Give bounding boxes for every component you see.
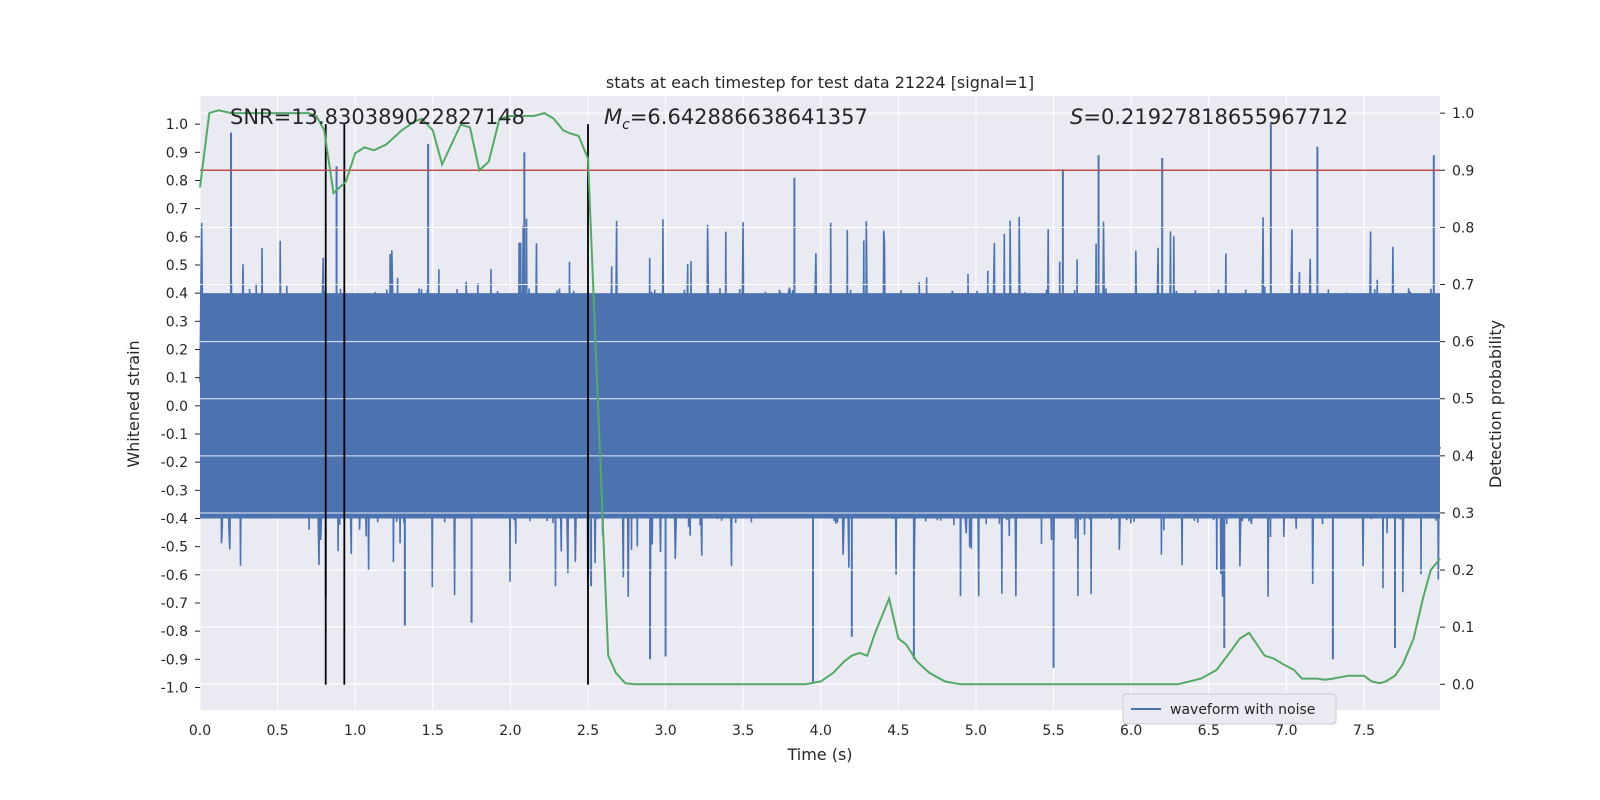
legend-box <box>1122 693 1337 725</box>
probability-line <box>199 109 1441 686</box>
y-tick-label: 0.0 <box>166 399 188 415</box>
x-tick-label: 3.5 <box>732 723 754 739</box>
y-axis-label: Whitened strain <box>124 340 143 467</box>
y-right-tick-label: 0.3 <box>1452 506 1474 522</box>
x-tick-label: 4.0 <box>810 723 832 739</box>
y-right-tick-label: 1.0 <box>1452 106 1474 122</box>
y-tick-label: -0.6 <box>161 568 188 584</box>
event-lines <box>324 124 589 685</box>
mc-annotation: Mc=6.642886638641357 <box>604 105 868 133</box>
y-tick-label: -1.0 <box>161 680 188 696</box>
x-tick-label: 5.5 <box>1042 723 1064 739</box>
y-right-tick-label: 0.9 <box>1452 163 1474 179</box>
y-right-tick-label: 0.5 <box>1452 392 1474 408</box>
probability-series <box>199 109 1441 686</box>
x-tick-label: 0.0 <box>189 723 211 739</box>
y-tick-label: 0.4 <box>166 286 188 302</box>
y-right-tick-label: 0.8 <box>1452 220 1474 236</box>
legend-label: waveform with noise <box>1170 702 1315 718</box>
y-right-tick-label: 0.6 <box>1452 335 1474 351</box>
x-tick-label: 7.0 <box>1275 723 1297 739</box>
x-tick-label: 3.0 <box>654 723 676 739</box>
chart-title: stats at each timestep for test data 212… <box>606 73 1034 92</box>
x-axis-label: Time (s) <box>786 745 852 764</box>
x-tick-label: 2.5 <box>577 723 599 739</box>
x-tick-label: 4.5 <box>887 723 909 739</box>
y-tick-label: -0.5 <box>161 540 188 556</box>
strain-line <box>199 216 1441 598</box>
y-right-tick-label: 0.2 <box>1452 563 1474 579</box>
y-axis-label-right: Detection probability <box>1486 320 1505 488</box>
y-tick-label: 0.1 <box>166 371 188 387</box>
y-tick-label: -0.8 <box>161 624 188 640</box>
axis-ticks: 0.0 0.5 1.0 1.5 2.0 2.5 3.0 3.5 4.0 4.5 5.0 5.5 6.0 6… <box>161 106 1475 739</box>
y-tick-label: -0.7 <box>161 596 188 612</box>
y-right-tick-label: 0.4 <box>1452 449 1474 465</box>
x-tick-label: 6.5 <box>1198 723 1220 739</box>
y-tick-label: -0.9 <box>161 652 188 668</box>
y-tick-label: 0.7 <box>166 202 188 218</box>
strain-series <box>199 112 1441 685</box>
x-tick-label: 5.0 <box>965 723 987 739</box>
y-tick-label: 0.6 <box>166 230 188 246</box>
legend: waveform with noise <box>1122 693 1337 725</box>
y-tick-label: 0.9 <box>166 145 188 161</box>
y-right-tick-label: 0.7 <box>1452 277 1474 293</box>
y-tick-label: -0.3 <box>161 483 188 499</box>
x-tick-label: 0.5 <box>266 723 288 739</box>
y-tick-label: -0.1 <box>161 427 188 443</box>
y-tick-label: 1.0 <box>166 117 188 133</box>
y-tick-label: -0.4 <box>161 511 188 527</box>
y-tick-label: 0.5 <box>166 258 188 274</box>
y-tick-label: 0.8 <box>166 173 188 189</box>
y-right-tick-label: 0.1 <box>1452 620 1474 636</box>
y-tick-label: -0.2 <box>161 455 188 471</box>
x-tick-label: 1.5 <box>422 723 444 739</box>
x-tick-label: 7.5 <box>1353 723 1375 739</box>
y-tick-label: 0.3 <box>166 314 188 330</box>
x-tick-label: 1.0 <box>344 723 366 739</box>
x-tick-label: 6.0 <box>1120 723 1142 739</box>
snr-annotation: SNR=13.830389022827148 <box>230 105 525 129</box>
s-annotation: S=0.21927818655967712 <box>1070 105 1348 129</box>
y-right-tick-label: 0.0 <box>1452 677 1474 693</box>
x-tick-label: 2.0 <box>499 723 521 739</box>
y-tick-label: 0.2 <box>166 342 188 358</box>
